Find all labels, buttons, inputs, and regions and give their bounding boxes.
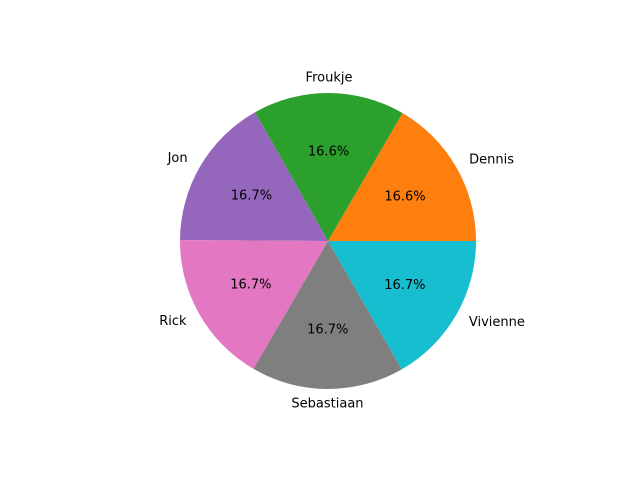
slice-percent-rick: 16.7%	[230, 277, 271, 292]
slice-percent-dennis: 16.6%	[384, 189, 425, 204]
slice-label-rick: Rick	[159, 314, 187, 329]
slice-label-sebastiaan: Sebastiaan	[291, 396, 363, 411]
slice-label-dennis: Dennis	[469, 152, 514, 167]
pie-slice-vivienne	[328, 241, 476, 370]
pie-labels: Dennis 16.6% Froukje 16.6% Jon 16.7% Rick 16.7%…	[159, 71, 525, 412]
slice-percent-jon: 16.7%	[231, 189, 272, 204]
slice-label-jon: Jon	[167, 151, 188, 166]
pie-slice-rick	[180, 240, 328, 369]
pie-slice-froukje	[255, 93, 403, 241]
pie-slice-sebastiaan	[253, 241, 402, 389]
pie-slice-jon	[180, 112, 328, 242]
slice-label-froukje: Froukje	[306, 71, 353, 86]
slice-percent-vivienne: 16.7%	[384, 278, 425, 293]
slice-label-vivienne: Vivienne	[469, 315, 525, 330]
slice-percent-sebastiaan: 16.7%	[307, 322, 348, 337]
pie-slice-dennis	[328, 113, 477, 241]
slice-percent-froukje: 16.6%	[308, 145, 349, 160]
pie-slices	[180, 93, 477, 389]
